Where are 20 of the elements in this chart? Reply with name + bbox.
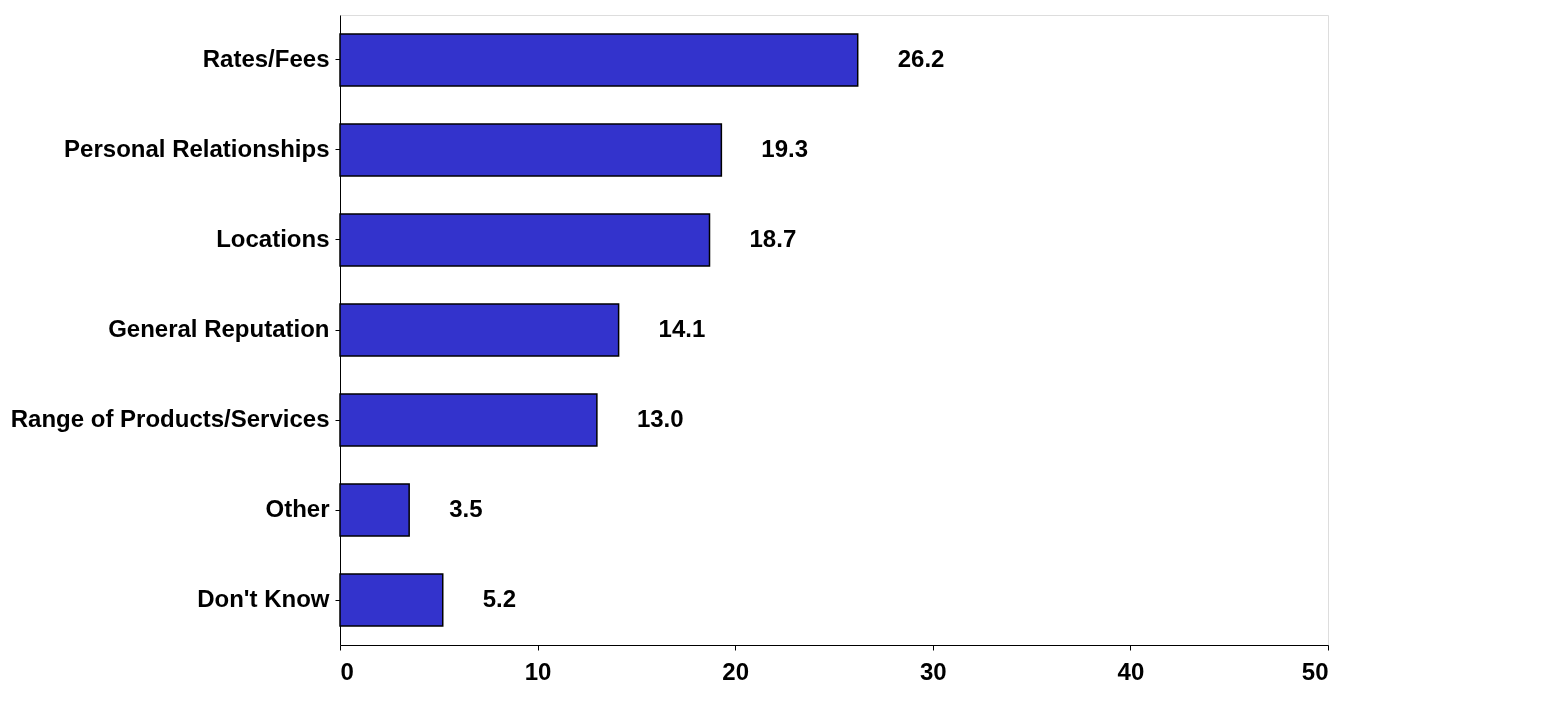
- data-label: 14.1: [658, 315, 706, 342]
- x-tick-label: 0: [340, 657, 354, 685]
- x-tick-label: 40: [1117, 657, 1145, 685]
- y-tick-label: Locations: [216, 225, 330, 252]
- data-label: 13.0: [636, 405, 684, 432]
- y-tick-label: Range of Products/Services: [10, 405, 330, 432]
- y-tick-label: General Reputation: [108, 315, 330, 342]
- x-tick-label: 50: [1301, 657, 1329, 685]
- y-tick-label: Personal Relationships: [64, 135, 330, 162]
- x-tick-label: 30: [919, 657, 947, 685]
- x-tick-label: 20: [722, 657, 750, 685]
- y-tick-label: Rates/Fees: [202, 45, 330, 72]
- data-label: 26.2: [897, 45, 945, 72]
- data-label: 18.7: [749, 225, 797, 252]
- data-label: 3.5: [449, 495, 483, 522]
- y-tick-label: Other: [265, 495, 330, 522]
- x-tick-label: 10: [524, 657, 552, 685]
- data-label: 5.2: [482, 585, 517, 612]
- y-tick-label: Don't Know: [197, 585, 330, 612]
- data-label: 19.3: [761, 135, 809, 162]
